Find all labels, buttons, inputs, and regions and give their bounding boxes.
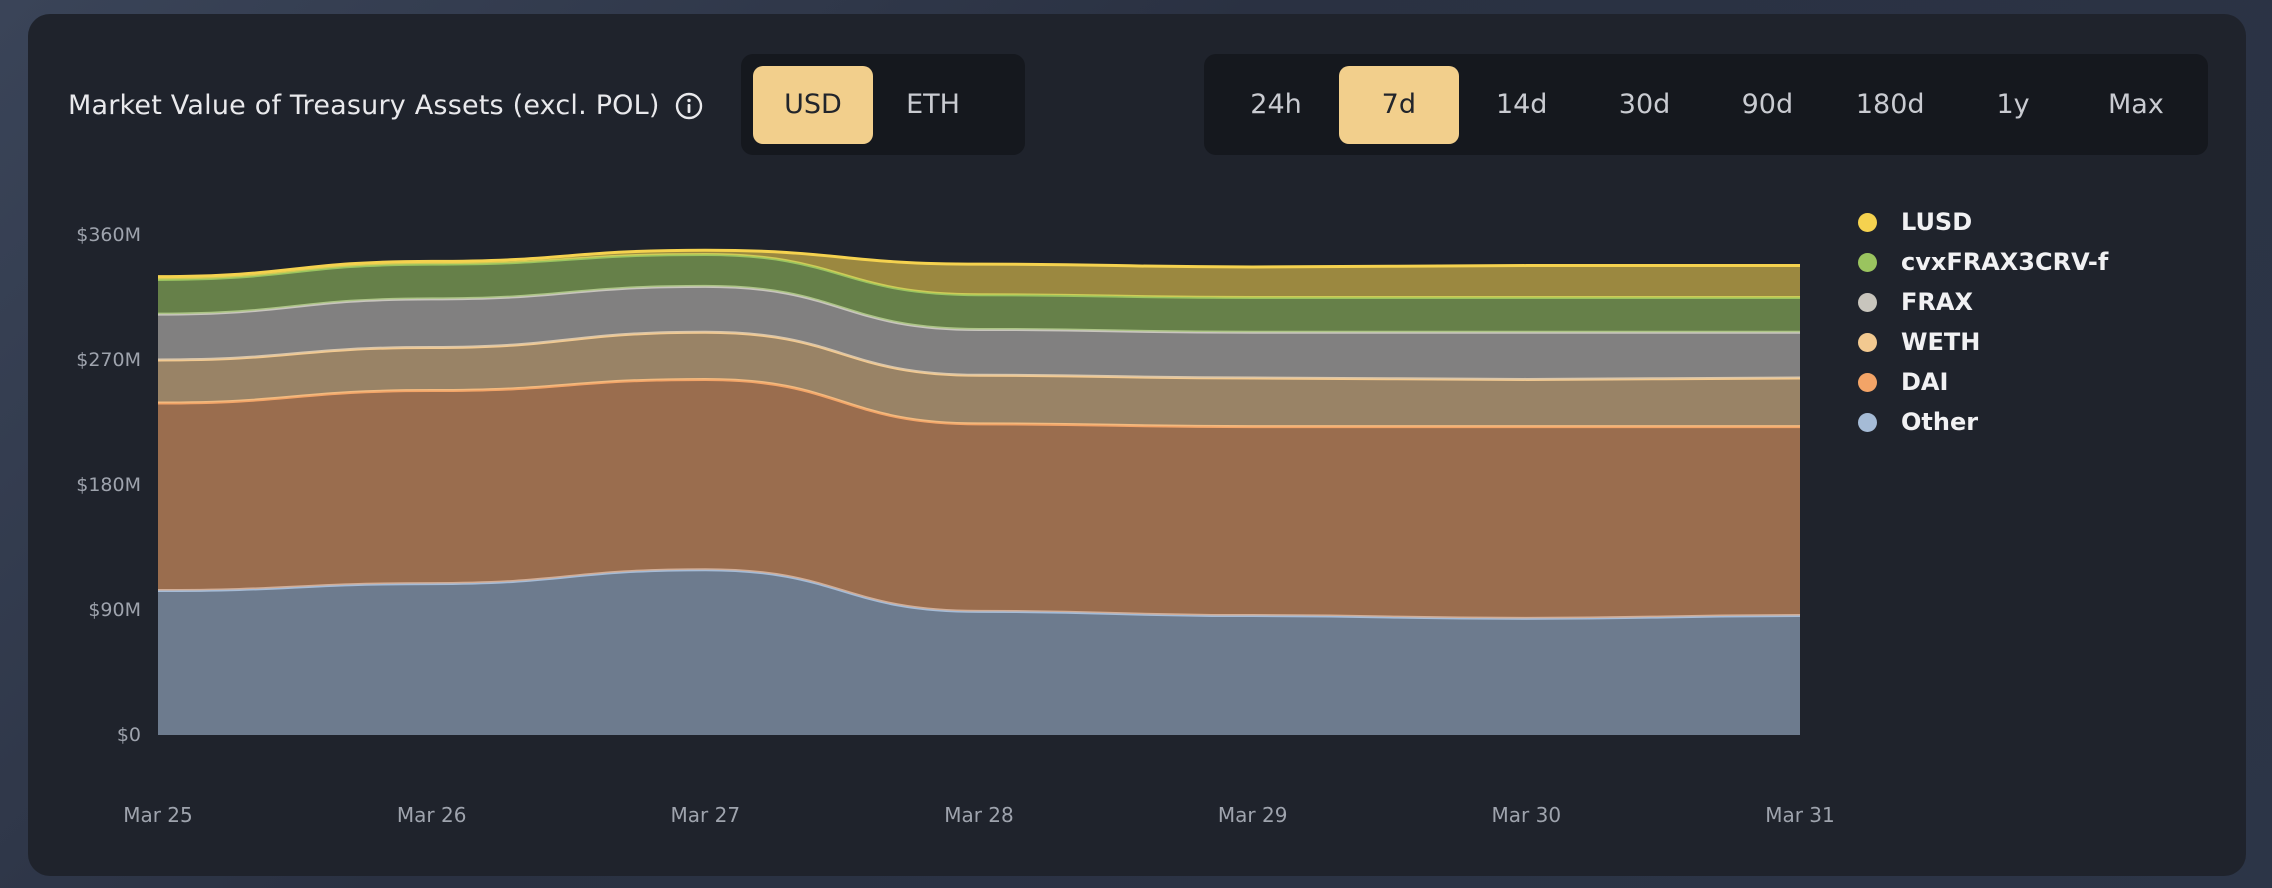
area-frax[interactable] [158,286,1800,380]
chart-card: Market Value of Treasury Assets (excl. P… [28,14,2246,876]
x-tick-label: Mar 27 [671,803,741,827]
chart-header: Market Value of Treasury Assets (excl. P… [68,90,704,121]
legend-dot-frax [1858,292,1877,312]
line-dai [157,377,1800,429]
info-icon[interactable] [674,91,704,121]
x-tick-label: Mar 30 [1492,803,1562,827]
range-30d-button[interactable]: 30d [1618,89,1671,120]
currency-usd-button[interactable]: USD [753,65,873,144]
legend-label-frax: FRAX [1901,288,1973,316]
area-dai[interactable] [158,379,1800,619]
range-max-button[interactable]: Max [2107,89,2164,120]
x-axis: Mar 25 Mar 26 Mar 27 Mar 28 Mar 29 Mar 30 Mar … [123,803,1835,827]
legend-item-frax[interactable]: FRAX [1858,282,2108,322]
area-cvxfrax3crv-f[interactable] [158,254,1800,333]
area-lusd[interactable] [158,250,1800,298]
y-tick-label: $0 [117,724,141,746]
x-tick-label: Mar 29 [1218,803,1288,827]
legend-label-cvxfrax3crv: cvxFRAX3CRV-f [1901,248,2109,276]
range-1y-button[interactable]: 1y [1996,89,2030,120]
range-90d-button[interactable]: 90d [1741,89,1794,120]
x-tick-label: Mar 31 [1765,803,1835,827]
stacked-area-chart: $0 $90M $180M $270M $360M Mar 25 Mar 26 Mar 27… [76,224,1835,827]
chart-legend: LUSD cvxFRAX3CRV-f FRAX WETH DAI Other [1858,202,2108,442]
range-24h-button[interactable]: 24h [1250,89,1302,120]
legend-item-cvxfrax3crv[interactable]: cvxFRAX3CRV-f [1858,242,2108,282]
x-tick-label: Mar 26 [397,803,467,827]
y-tick-label: $270M [76,349,141,371]
area-other[interactable] [158,569,1800,735]
currency-eth-button[interactable]: ETH [906,89,960,120]
y-axis: $0 $90M $180M $270M $360M [76,224,141,746]
legend-item-lusd[interactable]: LUSD [1858,202,2108,242]
chart-areas [157,248,1801,735]
legend-label-weth: WETH [1901,328,1981,356]
time-range-toggle: 24h 7d 14d 30d 90d 180d 1y Max [1204,54,2208,155]
legend-item-weth[interactable]: WETH [1858,322,2108,362]
range-180d-button[interactable]: 180d [1855,89,1925,120]
line-lusd [157,248,1800,279]
legend-item-dai[interactable]: DAI [1858,362,2108,402]
legend-dot-weth [1858,332,1877,352]
y-tick-label: $180M [76,474,141,496]
range-14d-button[interactable]: 14d [1495,89,1548,120]
chart-title: Market Value of Treasury Assets (excl. P… [68,90,660,121]
x-tick-label: Mar 28 [944,803,1014,827]
range-7d-button[interactable]: 7d [1338,65,1459,144]
legend-label-dai: DAI [1901,368,1949,396]
legend-dot-lusd [1858,212,1877,232]
legend-dot-other [1858,412,1877,432]
area-weth[interactable] [158,332,1800,427]
legend-dot-dai [1858,372,1877,392]
legend-dot-cvxfrax3crv [1858,252,1877,272]
legend-label-lusd: LUSD [1901,208,1973,236]
y-tick-label: $90M [88,599,141,621]
y-tick-label: $360M [76,224,141,246]
legend-label-other: Other [1901,408,1979,436]
currency-toggle: USD ETH [741,54,1025,155]
x-tick-label: Mar 25 [123,803,193,827]
legend-item-other[interactable]: Other [1858,402,2108,442]
